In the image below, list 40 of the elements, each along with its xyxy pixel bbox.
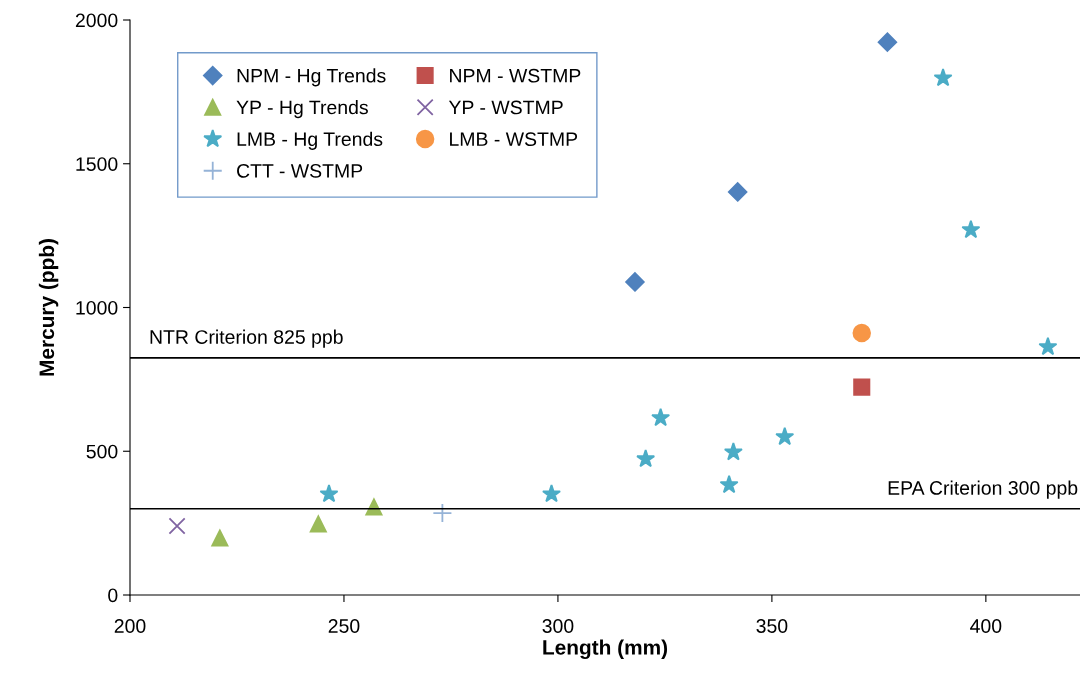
legend-label: YP - Hg Trends [236, 100, 368, 119]
legend-label: CTT - WSTMP [237, 164, 363, 178]
point [719, 474, 739, 494]
y-axis-title: Mercury (ppb) [38, 239, 59, 376]
x-tick-label: 350 [756, 619, 788, 633]
point [636, 449, 656, 468]
point [961, 219, 981, 239]
point [853, 378, 871, 396]
point [168, 517, 186, 535]
point [211, 529, 229, 547]
point [877, 32, 898, 52]
y-tick-label: 0 [108, 588, 118, 603]
y-tick-label: 1500 [76, 157, 118, 171]
point [852, 323, 871, 343]
legend-label: LMB - WSTMP [450, 132, 578, 147]
point [542, 484, 561, 503]
x-axis-title: Length (mm) [543, 639, 668, 660]
x-tick-label: 200 [114, 619, 146, 633]
point [651, 407, 671, 427]
x-tick-label: 250 [328, 619, 360, 633]
ref-line-label: EPA Criterion 300 ppb [888, 480, 1078, 499]
y-tick-label: 500 [86, 444, 118, 459]
point [933, 68, 953, 87]
x-tick-label: 400 [970, 619, 1002, 633]
ref-line-label: NTR Criterion 825 ppb [150, 329, 343, 348]
x-tick-label: 300 [542, 619, 574, 633]
point [775, 426, 795, 446]
legend-label: NPM - WSTMP [450, 68, 581, 83]
point [309, 515, 327, 533]
point [727, 182, 748, 202]
legend-label: YP - WSTMP [448, 100, 563, 115]
legend-label: NPM - Hg Trends [237, 68, 386, 87]
point [625, 272, 645, 292]
legend-label: LMB - Hg Trends [237, 131, 383, 150]
point [319, 484, 339, 503]
point [432, 503, 453, 523]
point [723, 442, 743, 461]
point [1038, 336, 1058, 356]
y-tick-label: 2000 [75, 13, 118, 28]
y-tick-label: 1000 [76, 300, 118, 315]
